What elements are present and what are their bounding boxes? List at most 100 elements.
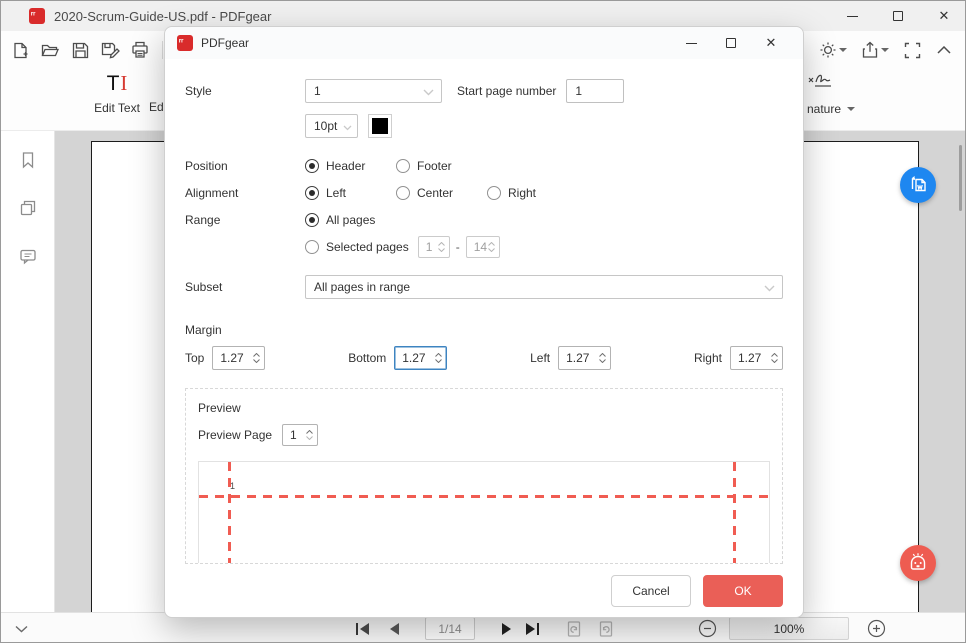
zoom-in-icon: [867, 619, 885, 638]
start-page-value: 1: [575, 84, 583, 98]
position-option-header[interactable]: Header: [305, 159, 396, 173]
preview-page-label: Preview Page: [198, 428, 273, 442]
close-button[interactable]: ✕: [921, 1, 965, 31]
margin-bottom-spinner[interactable]: 1.27: [394, 346, 448, 370]
margin-left-value: 1.27: [566, 351, 590, 365]
share-icon: [862, 41, 878, 58]
start-page-label: Start page number: [457, 84, 557, 98]
open-folder-icon: [41, 44, 59, 57]
maximize-button[interactable]: [875, 1, 921, 31]
zoom-level-field[interactable]: 100%: [729, 617, 849, 640]
radio-icon: [396, 186, 410, 200]
zoom-out-button[interactable]: [694, 613, 720, 642]
page-indicator-field[interactable]: 1/14: [425, 617, 475, 640]
range-option-selected[interactable]: Selected pages: [305, 240, 409, 254]
margin-top-value: 1.27: [220, 351, 244, 365]
first-page-icon: [355, 622, 358, 635]
dialog-maximize-button[interactable]: [711, 27, 751, 59]
cancel-button[interactable]: Cancel: [611, 575, 691, 607]
top-margin-guide: [199, 495, 769, 498]
radio-label: Right: [508, 186, 537, 200]
subset-value: All pages in range: [314, 280, 411, 294]
dialog-close-button[interactable]: ✕: [751, 27, 791, 59]
collapse-bottom-button[interactable]: [9, 613, 33, 642]
thumbnails-panel-button[interactable]: [15, 195, 41, 221]
minimize-button[interactable]: [829, 1, 875, 31]
style-dropdown[interactable]: 1: [305, 79, 442, 103]
position-label: Position: [185, 159, 228, 173]
edit-image-partial-label[interactable]: Ed: [149, 100, 164, 114]
toolbar-separator: [162, 41, 163, 59]
font-size-value: 10pt: [314, 119, 338, 133]
range-from-spinner[interactable]: 1: [417, 236, 450, 258]
margin-top-spinner[interactable]: 1.27: [212, 346, 266, 370]
chevron-down-icon: [343, 125, 352, 131]
range-from-value: 1: [425, 240, 433, 254]
start-page-input[interactable]: 1: [566, 79, 625, 103]
margin-top-label: Top: [185, 351, 205, 365]
rotate-left-button[interactable]: [561, 613, 587, 642]
ai-assistant-button[interactable]: [900, 545, 936, 581]
signature-caret-icon: [847, 107, 856, 111]
dialog-maximize-icon: [726, 38, 736, 48]
save-as-button[interactable]: [97, 37, 123, 63]
margin-left-spinner[interactable]: 1.27: [558, 346, 612, 370]
chevron-down-icon: [15, 625, 27, 632]
fullscreen-button[interactable]: [899, 37, 925, 63]
last-page-button[interactable]: [519, 613, 545, 642]
last-page-icon: [525, 622, 535, 635]
new-file-button[interactable]: [7, 37, 33, 63]
theme-button[interactable]: [815, 37, 851, 63]
vertical-scrollbar[interactable]: [959, 145, 962, 211]
right-margin-guide: [733, 462, 736, 563]
dialog-minimize-button[interactable]: [671, 27, 711, 59]
radio-label: Selected pages: [326, 240, 409, 254]
margin-right-spinner[interactable]: 1.27: [729, 346, 783, 370]
range-dash: -: [455, 240, 460, 254]
open-file-button[interactable]: [37, 37, 63, 63]
edit-text-tool[interactable]: TI Edit Text: [85, 71, 149, 115]
range-option-all[interactable]: All pages: [305, 213, 375, 227]
rotate-right-icon: [599, 620, 613, 637]
signature-tool[interactable]: nature: [807, 69, 927, 116]
alignment-label: Alignment: [185, 186, 239, 200]
fullscreen-icon: [904, 42, 920, 58]
margin-right-label: Right: [693, 351, 722, 365]
zoom-in-button[interactable]: [863, 613, 889, 642]
minimize-icon: [846, 15, 858, 17]
alignment-option-right[interactable]: Right: [487, 186, 536, 200]
next-page-icon: [501, 622, 511, 635]
close-icon: ✕: [938, 8, 950, 23]
dialog-title: PDFgear: [201, 36, 250, 50]
alignment-option-left[interactable]: Left: [305, 186, 396, 200]
margin-bottom-value: 1.27: [402, 351, 426, 365]
bookmarks-panel-button[interactable]: [15, 147, 41, 173]
range-to-spinner[interactable]: 14: [465, 236, 500, 258]
first-page-button[interactable]: [349, 613, 375, 642]
signature-icon: [808, 74, 831, 87]
maximize-icon: [893, 11, 903, 21]
font-color-picker[interactable]: [368, 114, 392, 138]
previous-page-button[interactable]: [383, 613, 405, 642]
margin-right-value: 1.27: [737, 351, 762, 365]
rotate-right-button[interactable]: [593, 613, 619, 642]
subset-dropdown[interactable]: All pages in range: [305, 275, 783, 299]
zoom-out-icon: [698, 619, 716, 638]
edit-text-label: Edit Text: [94, 101, 140, 115]
alignment-option-center[interactable]: Center: [396, 186, 487, 200]
save-button[interactable]: [67, 37, 93, 63]
ok-button[interactable]: OK: [703, 575, 783, 607]
radio-icon: [487, 186, 501, 200]
next-page-button[interactable]: [495, 613, 517, 642]
page-number-dialog: PDFgear ✕ Style 1 Start page number 1: [164, 26, 804, 618]
share-button[interactable]: [857, 37, 893, 63]
radio-label: Footer: [417, 159, 452, 173]
print-button[interactable]: [127, 37, 153, 63]
font-size-dropdown[interactable]: 10pt: [305, 114, 358, 138]
position-option-footer[interactable]: Footer: [396, 159, 487, 173]
pdf-to-word-button[interactable]: [900, 167, 936, 203]
collapse-toolbar-button[interactable]: [931, 37, 957, 63]
comments-panel-button[interactable]: [15, 243, 41, 269]
pages-icon: [20, 200, 35, 216]
preview-page-spinner[interactable]: 1: [282, 424, 319, 446]
